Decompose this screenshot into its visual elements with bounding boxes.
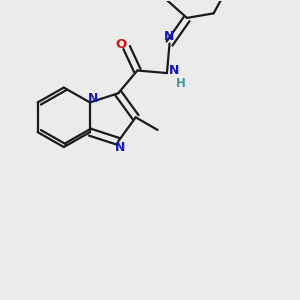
Text: N: N [164, 30, 175, 44]
Text: N: N [88, 92, 99, 105]
Text: O: O [115, 38, 126, 51]
Text: H: H [176, 77, 185, 90]
Text: N: N [169, 64, 180, 76]
Text: N: N [115, 141, 125, 154]
